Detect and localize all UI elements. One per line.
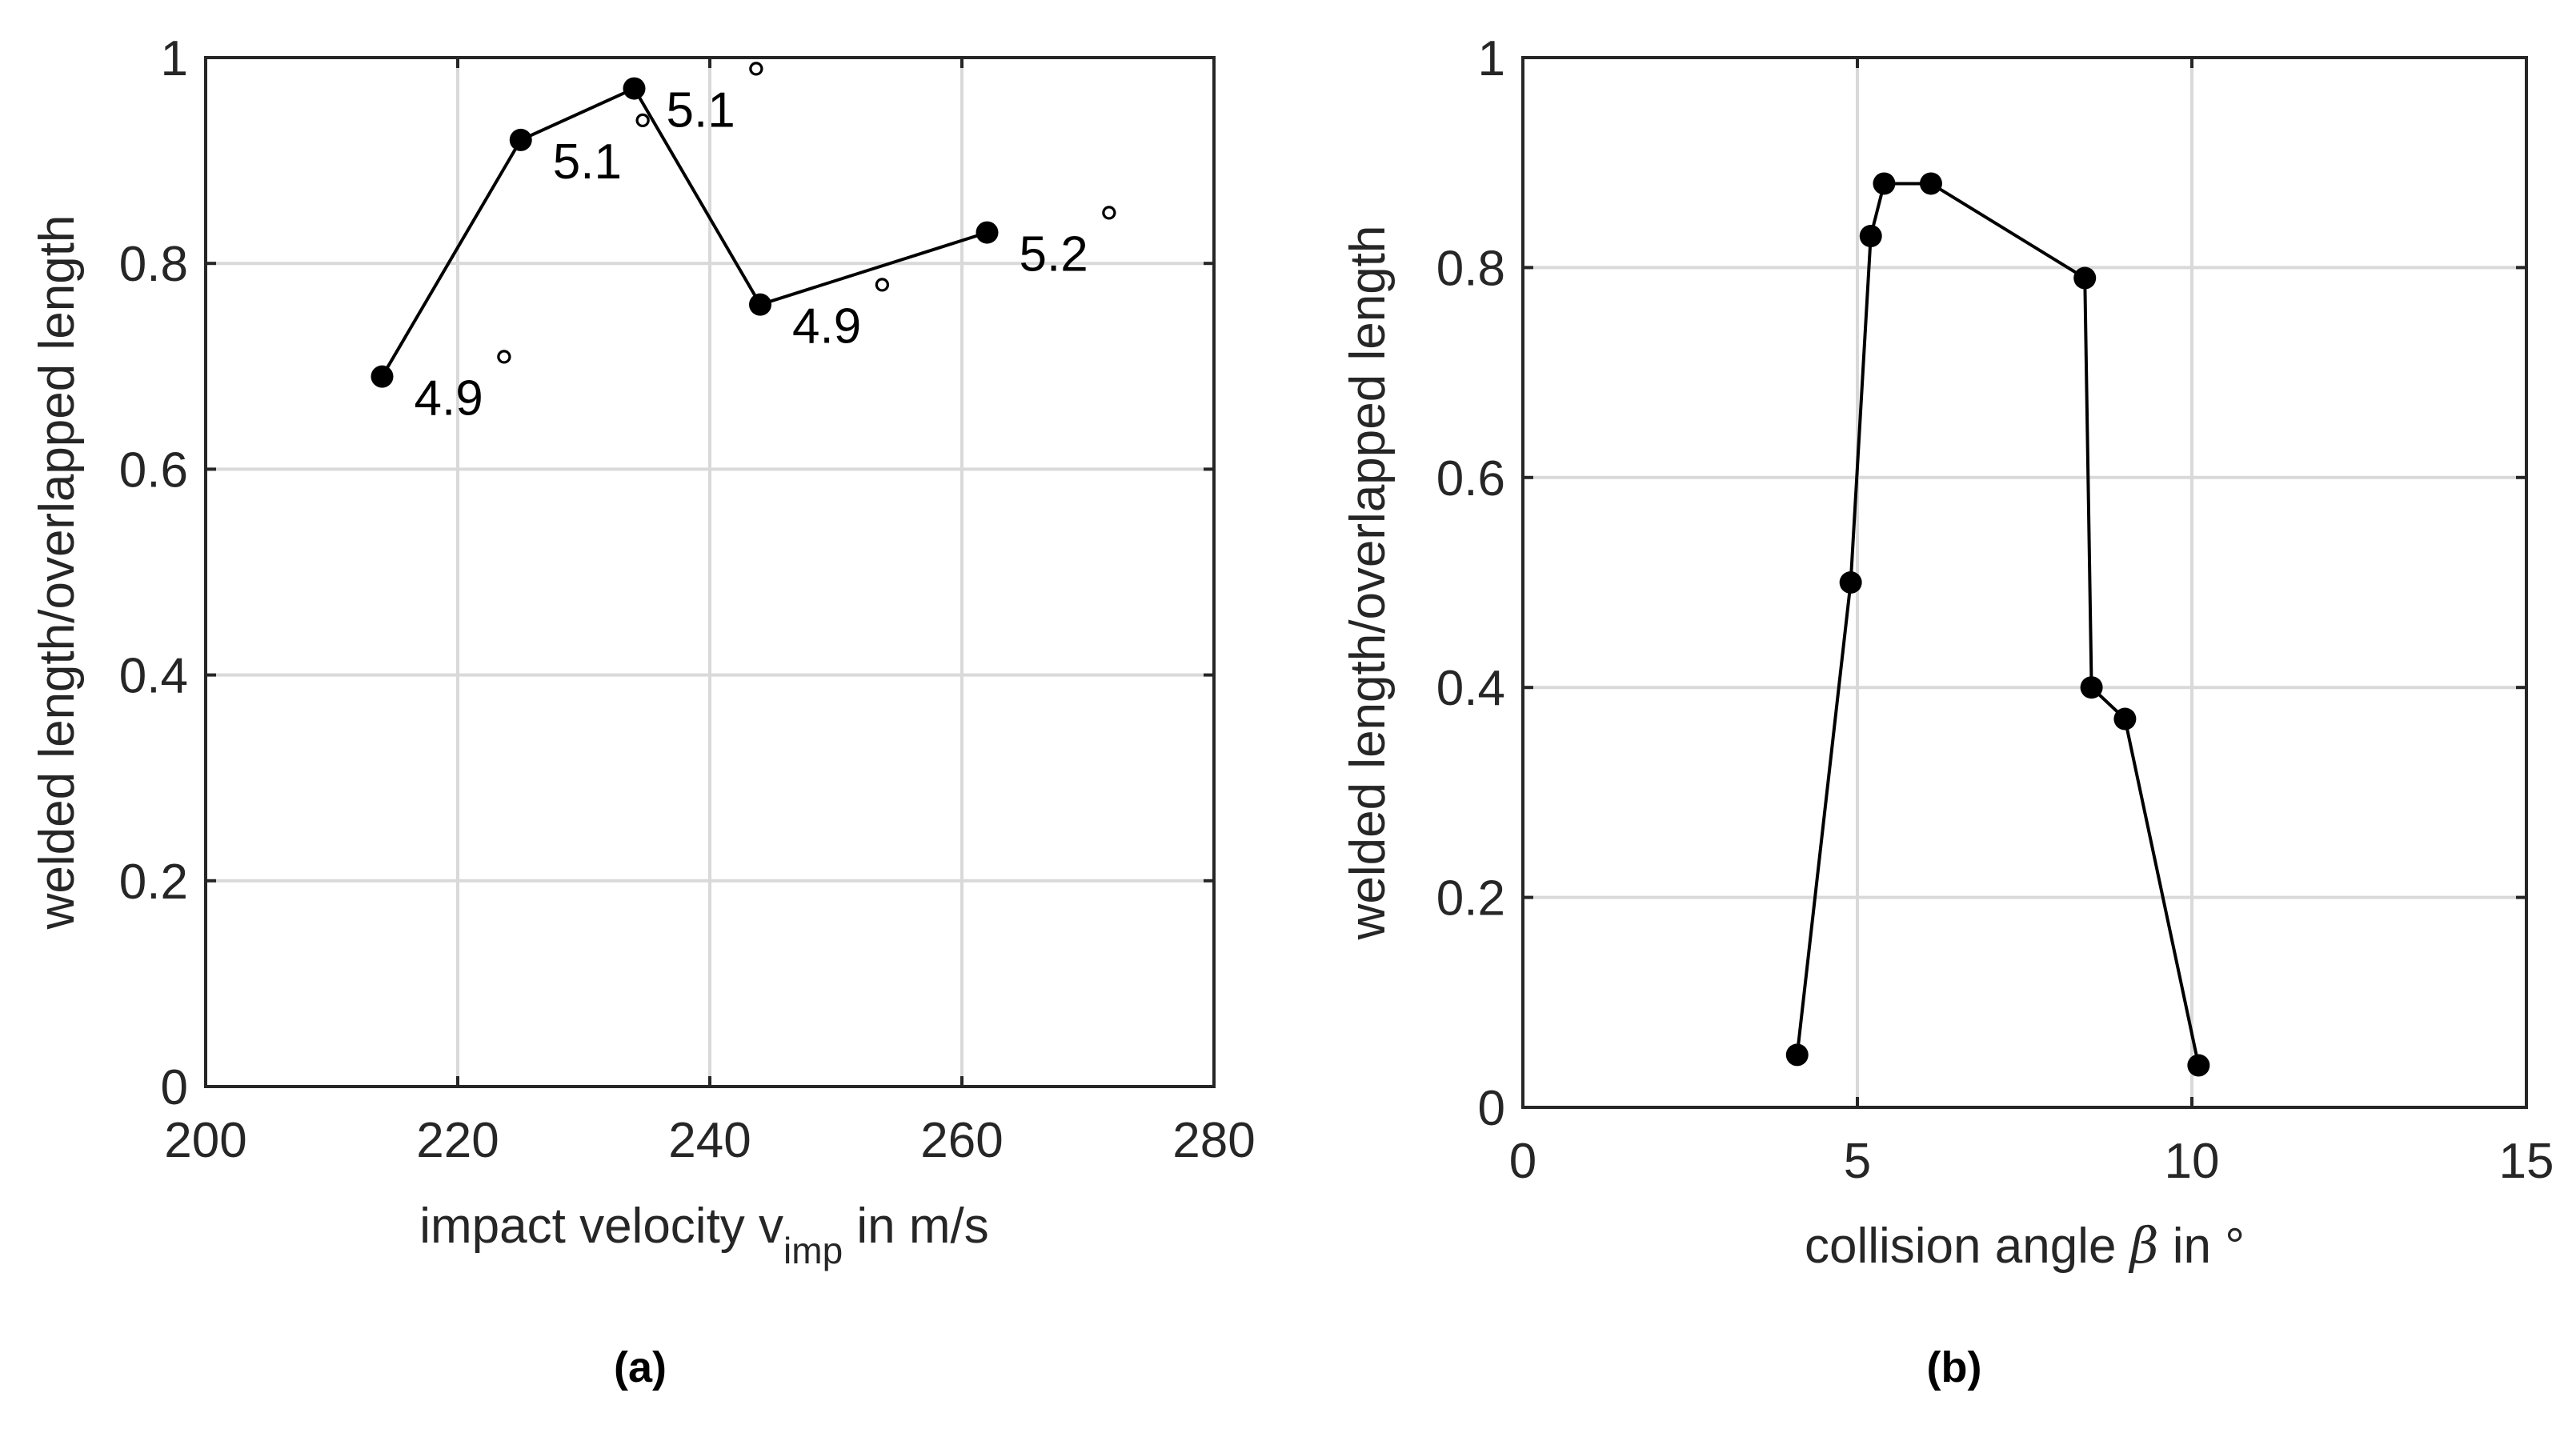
data-point xyxy=(509,128,532,151)
y-tick-label: 0.6 xyxy=(119,442,188,498)
point-annotation: 5.1 xyxy=(553,134,622,190)
x-tick-label: 10 xyxy=(2165,1134,2220,1189)
axes-box xyxy=(1521,56,2528,1109)
degree-symbol: ° xyxy=(633,104,653,159)
x-axis-label: collision angle β in ° xyxy=(1805,1216,2245,1275)
y-tick-label: 1 xyxy=(161,31,188,86)
x-axis-label-part: β xyxy=(2129,1216,2159,1275)
x-tick-label: 280 xyxy=(1172,1113,1255,1168)
data-point xyxy=(623,77,646,100)
x-axis-label-part: impact velocity v xyxy=(419,1199,783,1254)
x-tick-label: 5 xyxy=(1844,1134,1871,1189)
data-point xyxy=(1785,1043,1809,1067)
x-tick-label: 260 xyxy=(920,1113,1003,1168)
x-axis-label: impact velocity vimp in m/s xyxy=(419,1199,989,1271)
y-tick-label: 0 xyxy=(1478,1081,1505,1136)
point-annotation: 5.1 xyxy=(667,83,735,138)
point-annotation: 4.9 xyxy=(415,371,483,426)
y-tick-label: 0.4 xyxy=(1436,661,1505,716)
degree-symbol: ° xyxy=(1100,197,1120,252)
data-point xyxy=(1873,172,1896,195)
x-tick-label: 220 xyxy=(416,1113,499,1168)
panel-b: 0 5 10 15 0 0.2 0.4 0.6 0.8 1 collision angle β in… xyxy=(1340,31,2554,1391)
panel-caption: (b) xyxy=(1927,1343,1982,1391)
y-tick-label: 0.8 xyxy=(119,237,188,292)
data-point xyxy=(976,221,999,244)
x-tick-label: 200 xyxy=(164,1113,246,1168)
degree-symbol: ° xyxy=(872,269,892,324)
x-axis-label-part: imp xyxy=(783,1230,843,1271)
data-point xyxy=(371,365,394,388)
data-point xyxy=(1919,172,1942,195)
point-annotation: 5.2 xyxy=(1020,227,1088,282)
x-axis-label-part: collision angle xyxy=(1805,1219,2130,1274)
data-point xyxy=(2187,1054,2210,1077)
data-point xyxy=(2113,707,2137,731)
x-axis-label-part: in ° xyxy=(2159,1219,2245,1274)
y-axis-label: welded length/overlapped length xyxy=(1340,226,1396,941)
y-tick-label: 0.8 xyxy=(1436,241,1505,296)
x-tick-label: 240 xyxy=(668,1113,751,1168)
x-tick-label: 0 xyxy=(1509,1134,1536,1189)
point-annotation: 4.9 xyxy=(792,299,861,354)
x-axis-label-part: in m/s xyxy=(843,1199,989,1254)
y-axis-label: welded length/overlapped length xyxy=(30,215,85,931)
y-tick-label: 0.2 xyxy=(1436,871,1505,927)
data-point xyxy=(2073,266,2097,290)
degree-symbol: ° xyxy=(495,341,515,396)
data-point xyxy=(1859,225,1882,248)
x-tick-label: 15 xyxy=(2499,1134,2554,1189)
y-tick-label: 0.4 xyxy=(119,649,188,704)
data-point xyxy=(2080,676,2103,699)
panel-caption: (a) xyxy=(614,1343,667,1391)
data-point xyxy=(1839,571,1862,594)
data-point xyxy=(749,293,771,316)
degree-symbol: ° xyxy=(747,53,767,108)
y-tick-label: 0.2 xyxy=(119,855,188,910)
y-tick-label: 0 xyxy=(161,1060,188,1115)
y-tick-label: 0.6 xyxy=(1436,451,1505,506)
y-tick-label: 1 xyxy=(1478,31,1505,86)
